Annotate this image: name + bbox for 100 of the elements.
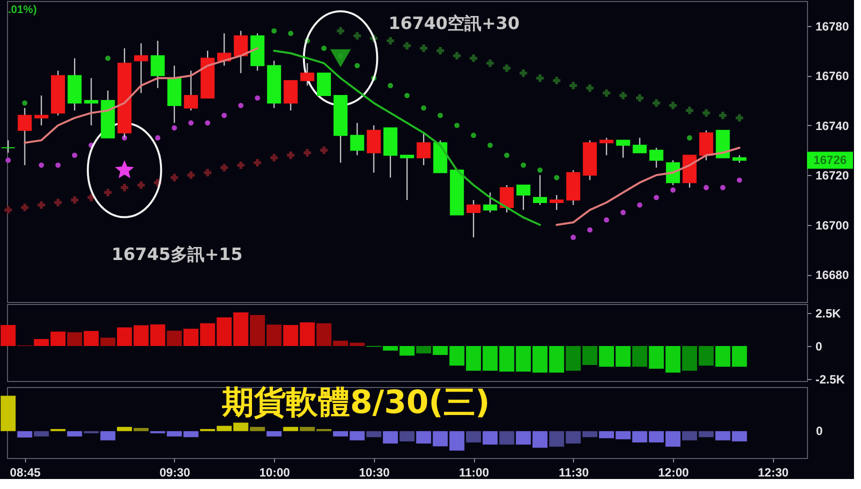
bar xyxy=(582,431,598,438)
point xyxy=(736,177,742,183)
x-tick-label: 10:00 xyxy=(259,466,290,480)
candlestick xyxy=(316,72,331,96)
point xyxy=(137,181,145,189)
point xyxy=(238,102,244,108)
point xyxy=(686,135,692,140)
point xyxy=(288,30,294,36)
candlestick xyxy=(599,137,614,156)
candlestick xyxy=(134,42,148,94)
point xyxy=(38,201,46,209)
point xyxy=(155,135,160,140)
point xyxy=(54,198,62,206)
point xyxy=(321,46,327,51)
point xyxy=(172,125,177,131)
candlestick xyxy=(34,94,48,126)
bar xyxy=(416,346,432,354)
candlestick xyxy=(284,80,298,112)
point xyxy=(22,100,28,106)
x-tick-label: 08:45 xyxy=(10,466,41,480)
y-tick-label: 16740 xyxy=(816,118,850,133)
point xyxy=(669,102,677,110)
point xyxy=(652,99,660,107)
point xyxy=(620,210,626,216)
annotation: 期貨軟體8/30(三) xyxy=(221,383,490,421)
point xyxy=(170,174,178,182)
point xyxy=(271,28,277,34)
x-tick-label: 12:00 xyxy=(658,466,690,480)
line-series xyxy=(273,50,541,226)
point xyxy=(438,112,443,118)
point xyxy=(702,109,710,117)
bar xyxy=(466,431,482,442)
point xyxy=(420,44,428,52)
point xyxy=(637,202,642,208)
candlestick xyxy=(300,62,314,86)
point xyxy=(320,146,328,154)
bar xyxy=(400,431,415,442)
point xyxy=(520,69,528,77)
point xyxy=(353,32,361,40)
point xyxy=(38,162,44,168)
point xyxy=(552,76,560,84)
bar xyxy=(34,431,49,436)
bar xyxy=(134,428,149,432)
point xyxy=(120,184,128,192)
candlestick xyxy=(516,184,530,211)
point xyxy=(536,74,544,82)
point xyxy=(486,59,494,67)
y-tick-label: 16700 xyxy=(816,218,850,232)
candlestick xyxy=(350,122,364,156)
point xyxy=(602,89,610,97)
point xyxy=(21,204,28,212)
point xyxy=(453,52,461,60)
point xyxy=(354,63,360,68)
point xyxy=(454,122,460,128)
bar xyxy=(100,338,116,346)
point xyxy=(254,158,262,166)
candlestick xyxy=(632,137,647,154)
point xyxy=(220,164,228,172)
x-tick-label: 09:30 xyxy=(159,466,191,480)
candlestick xyxy=(400,154,414,201)
candlestick xyxy=(18,107,32,166)
bar xyxy=(250,426,265,432)
x-tick-label: 11:30 xyxy=(558,466,590,480)
bar xyxy=(499,431,514,445)
candlestick xyxy=(649,147,664,168)
annotation: .01%) xyxy=(8,4,38,16)
point xyxy=(404,92,410,98)
point xyxy=(104,188,112,196)
bar xyxy=(233,422,248,432)
point xyxy=(187,171,195,179)
point xyxy=(537,168,543,173)
y-tick-label: 16760 xyxy=(816,69,850,84)
candlestick xyxy=(1,140,16,154)
candlestick xyxy=(366,124,381,174)
point xyxy=(72,152,78,158)
bar xyxy=(84,330,99,346)
point xyxy=(487,142,493,148)
candlestick xyxy=(234,30,248,74)
bar xyxy=(632,346,648,367)
point xyxy=(204,168,212,176)
bar xyxy=(582,346,598,366)
candlestick xyxy=(84,78,98,126)
point xyxy=(222,112,227,118)
point xyxy=(105,56,111,61)
annotation: 16745多訊+15 xyxy=(111,245,243,265)
point xyxy=(5,158,11,163)
point xyxy=(386,37,394,45)
x-tick-label: 10:30 xyxy=(358,466,390,480)
point xyxy=(704,184,709,190)
point xyxy=(503,64,510,72)
y-tick-label: 16720 xyxy=(816,168,850,183)
point xyxy=(304,149,312,156)
point xyxy=(286,152,294,159)
y-tick-label: -2.5K xyxy=(816,372,846,387)
x-tick-label: 12:30 xyxy=(758,466,789,480)
point xyxy=(114,160,134,178)
point xyxy=(719,112,727,120)
y-tick-label: 16780 xyxy=(816,19,850,34)
candlestick xyxy=(483,192,498,214)
y-tick-label: 16680 xyxy=(816,268,850,282)
